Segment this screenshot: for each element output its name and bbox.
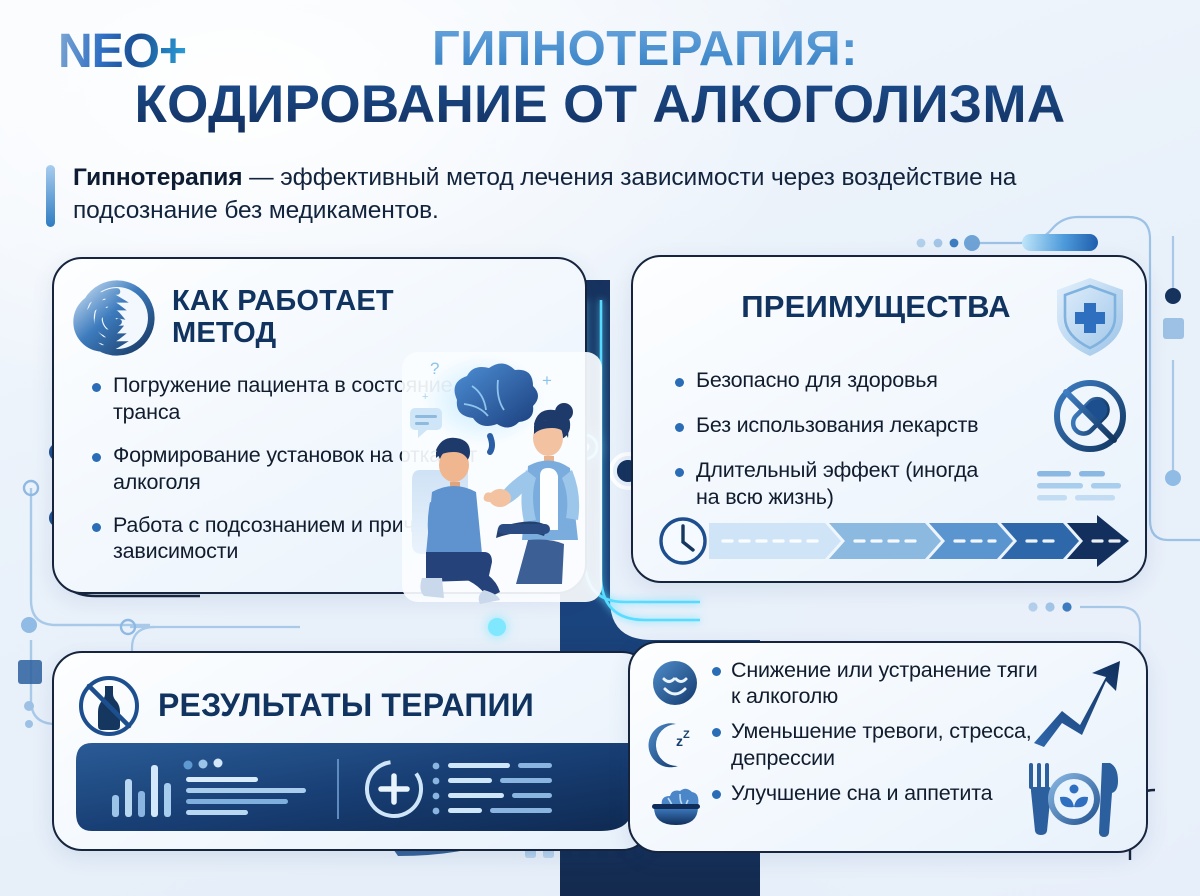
bullet-dot-icon (92, 383, 101, 392)
text-lines-icon (1037, 471, 1121, 501)
bullet-dot-icon (675, 467, 684, 477)
calm-face-icon (653, 661, 697, 705)
title-line-2: КОДИРОВАНИЕ ОТ АЛКОГОЛИЗМА (0, 75, 1200, 134)
list-item: Длительный эффект (иногда на всю жизнь) (675, 457, 1005, 511)
list-item: Погружение пациента в состояние транса (92, 372, 492, 426)
lead-text: Гипнотерапия — эффективный метод лечения… (73, 162, 1126, 227)
bullet-dot-icon (92, 522, 101, 532)
text-lines-icon (183, 758, 306, 815)
svg-text:Z: Z (683, 729, 690, 741)
shield-plus-icon (1057, 278, 1123, 356)
svg-text:+: + (542, 371, 552, 390)
bullet-dot-icon (712, 789, 721, 799)
therapy-session-illustration: ? + + (402, 352, 602, 604)
card-therapy-effects: Снижение или устранение тяги к алкоголю … (628, 641, 1148, 853)
brand-logo: NEO+ (58, 28, 187, 76)
card-benefits-bullets: Безопасно для здоровья Без использования… (675, 367, 1005, 529)
bullet-dot-icon (712, 728, 721, 738)
list-item: Улучшение сна и аппетита (648, 780, 1048, 832)
bullet-label: Погружение пациента в состояние транса (113, 373, 453, 424)
list-item: Без использования лекарств (675, 412, 1005, 439)
effects-list: Снижение или устранение тяги к алкоголю … (648, 657, 1048, 841)
title-line-1: ГИПНОТЕРАПИЯ: (0, 22, 1200, 77)
svg-text:z: z (676, 733, 683, 749)
moon-sleep-icon: z Z (648, 723, 690, 768)
card-method-title: КАК РАБОТАЕТ МЕТОД (172, 285, 394, 349)
results-data-panel (76, 743, 632, 831)
list-item: Безопасно для здоровья (675, 367, 1005, 394)
no-alcohol-bottle-icon (79, 676, 139, 736)
bullet-dot-icon (675, 378, 684, 387)
healthy-meal-icon (1029, 763, 1118, 837)
growth-arrow-icon (1034, 661, 1120, 747)
bullet-label: Длительный эффект (иногда на всю жизнь) (696, 457, 979, 509)
lead-accent-bar (46, 165, 55, 227)
card-results-header: РЕЗУЛЬТАТЫ ТЕРАПИИ (76, 673, 534, 739)
list-item: Снижение или устранение тяги к алкоголю (648, 657, 1048, 709)
bullet-label: Без использования лекарств (696, 412, 979, 437)
card-benefits: ПРЕИМУЩЕСТВА (631, 255, 1147, 583)
card-therapy-results: РЕЗУЛЬТАТЫ ТЕРАПИИ (52, 651, 652, 851)
hypnosis-spiral-icon (73, 280, 155, 356)
effect-label: Улучшение сна и аппетита (731, 780, 993, 805)
bullet-dot-icon (675, 422, 684, 432)
lead-rest: — эффективный метод лечения зависимости … (73, 164, 1017, 224)
lead-paragraph: Гипнотерапия — эффективный метод лечения… (46, 162, 1126, 227)
card-method-header: КАК РАБОТАЕТ МЕТОД (73, 279, 447, 357)
svg-text:?: ? (430, 359, 439, 378)
bar-chart-icon (112, 765, 171, 817)
lead-bold: Гипнотерапия (73, 164, 243, 191)
bullet-dot-icon (712, 667, 721, 676)
card-results-title: РЕЗУЛЬТАТЫ ТЕРАПИИ (158, 687, 534, 724)
list-item: z Z Уменьшение тревоги, стресса, депресс… (648, 718, 1048, 770)
no-pills-icon (1054, 380, 1126, 452)
bullet-dot-icon (92, 452, 101, 462)
effect-label: Уменьшение тревоги, стресса, депрессии (731, 719, 1032, 770)
effect-label: Снижение или устранение тяги к алкоголю (731, 658, 1038, 709)
page-title: ГИПНОТЕРАПИЯ: КОДИРОВАНИЕ ОТ АЛКОГОЛИЗМА (0, 22, 1200, 134)
svg-text:+: + (422, 391, 428, 403)
bullet-label: Безопасно для здоровья (696, 368, 938, 392)
salad-bowl-icon (652, 788, 700, 825)
